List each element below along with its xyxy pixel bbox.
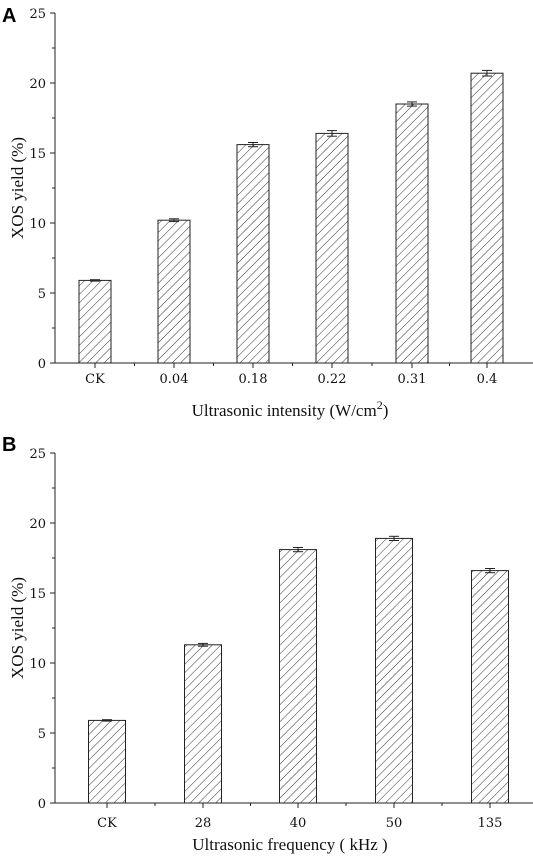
y-ticks-a: 0 5 10 15 20 25 (29, 7, 55, 372)
bar-a-0 (78, 279, 112, 364)
y-tick-label-a: 0 (38, 357, 46, 372)
y-axis-title-a: XOS yield (%) (8, 137, 27, 239)
x-tick-label-a-2: 0.18 (239, 372, 268, 387)
x-tick-label-a-4: 0.31 (398, 372, 427, 387)
x-tick-label-a-3: 0.22 (318, 372, 347, 387)
x-axis-title-b: Ultrasonic frequency ( kHz ) (192, 835, 387, 854)
bar-b-0 (88, 719, 126, 804)
bar-a-5 (470, 72, 504, 364)
y-ticks-b: 0 5 10 15 20 25 (29, 447, 55, 812)
x-ticks-a: CK 0.04 0.18 0.22 0.31 0.4 (85, 363, 497, 387)
bar-b-1 (184, 644, 222, 804)
x-tick-label-b-4: 135 (478, 816, 503, 831)
x-axis-title-a-end: ) (383, 401, 389, 420)
y-tick-label-b: 20 (29, 517, 46, 532)
errorbar-a-1 (169, 218, 179, 223)
y-tick-label-b: 15 (29, 587, 46, 602)
x-tick-label-b-2: 40 (290, 816, 307, 831)
errorbar-a-5 (482, 69, 492, 77)
errorbar-group-a (90, 69, 492, 282)
x-tick-label-a-0: CK (85, 372, 105, 387)
x-tick-label-a-1: 0.04 (160, 372, 189, 387)
bar-a-2 (236, 144, 270, 364)
bar-b-3 (375, 537, 413, 804)
x-axis-title-a-superscript: 2 (377, 398, 383, 412)
bar-b-4 (471, 570, 509, 804)
errorbar-b-2 (293, 547, 303, 553)
bar-b-2 (279, 549, 317, 804)
errorbar-b-4 (485, 568, 495, 574)
y-tick-label-a: 10 (29, 217, 46, 232)
y-tick-label-a: 15 (29, 147, 46, 162)
y-tick-label-a: 5 (38, 287, 46, 302)
x-tick-label-b-3: 50 (386, 816, 403, 831)
chart-panel-a: A 0 5 10 15 20 25 CK 0.04 0.18 0.22 0.31 0.4 XOS y… (2, 5, 533, 420)
bar-a-1 (157, 219, 191, 364)
errorbar-a-3 (327, 130, 337, 137)
bar-a-3 (315, 132, 349, 364)
panel-letter-a: A (2, 5, 16, 27)
bar-group-a (78, 72, 504, 364)
errorbar-b-3 (389, 535, 399, 541)
chart-panel-b: B 0 5 10 15 20 25 CK 28 40 50 135 XOS yield (%) U… (2, 434, 533, 854)
y-tick-label-b: 10 (29, 657, 46, 672)
panel-letter-b: B (2, 434, 16, 456)
x-axis-title-a-main: Ultrasonic intensity (W/cm (192, 401, 377, 420)
errorbar-b-0 (102, 719, 112, 722)
bar-a-4 (395, 103, 429, 364)
x-tick-label-b-1: 28 (195, 816, 212, 831)
bar-group-b (88, 537, 509, 804)
y-axis-title-b: XOS yield (%) (8, 577, 27, 679)
errorbar-a-4 (407, 101, 417, 107)
errorbar-a-2 (248, 142, 258, 148)
y-tick-label-b: 0 (38, 797, 46, 812)
y-tick-label-b: 25 (29, 447, 46, 462)
errorbar-group-b (102, 535, 495, 722)
x-axis-title-a: Ultrasonic intensity (W/cm2) (192, 398, 389, 420)
x-tick-label-a-5: 0.4 (477, 372, 498, 387)
errorbar-a-0 (90, 279, 100, 282)
y-tick-label-b: 5 (38, 727, 46, 742)
y-tick-label-a: 20 (29, 77, 46, 92)
y-tick-label-a: 25 (29, 7, 46, 22)
x-tick-label-b-0: CK (97, 816, 117, 831)
x-ticks-b: CK 28 40 50 135 (97, 803, 502, 831)
errorbar-b-1 (198, 642, 208, 647)
